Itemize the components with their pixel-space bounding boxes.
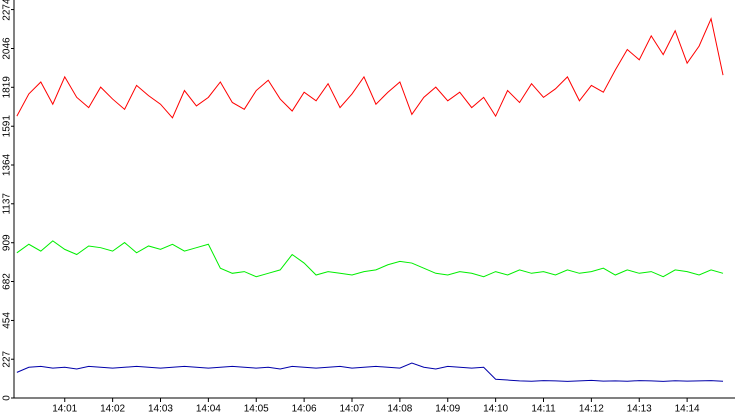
x-tick-label: 14:09 [435, 404, 460, 415]
x-tick-label: 14:04 [196, 404, 221, 415]
y-tick-label: 227 [2, 350, 13, 367]
x-tick-label: 14:07 [339, 404, 364, 415]
y-tick-label: 2046 [2, 37, 13, 60]
x-tick-label: 14:05 [244, 404, 269, 415]
y-tick-label: 1591 [2, 115, 13, 138]
y-tick-label: 454 [2, 312, 13, 329]
y-tick-label: 1364 [2, 153, 13, 176]
y-tick-label: 1137 [2, 193, 13, 215]
y-tick-label: 1819 [2, 76, 13, 99]
series-line [16, 17, 724, 119]
x-tick-label: 14:10 [483, 404, 508, 415]
x-tick-label: 14:03 [148, 404, 173, 415]
x-tick-label: 14:08 [387, 404, 412, 415]
x-tick-label: 14:12 [579, 404, 604, 415]
series-line [16, 240, 724, 278]
x-tick-label: 14:14 [675, 404, 700, 415]
x-tick-label: 14:06 [292, 404, 317, 415]
series-line [16, 362, 724, 382]
x-tick-label: 14:02 [100, 404, 125, 415]
y-tick-label: 682 [2, 273, 13, 290]
x-tick-label: 14:13 [627, 404, 652, 415]
y-tick-label: 909 [2, 234, 13, 251]
x-tick-label: 14:11 [531, 404, 556, 415]
y-tick-label: 2274 [2, 0, 13, 21]
x-tick-label: 14:01 [52, 404, 77, 415]
y-tick-label: 0 [2, 395, 13, 401]
